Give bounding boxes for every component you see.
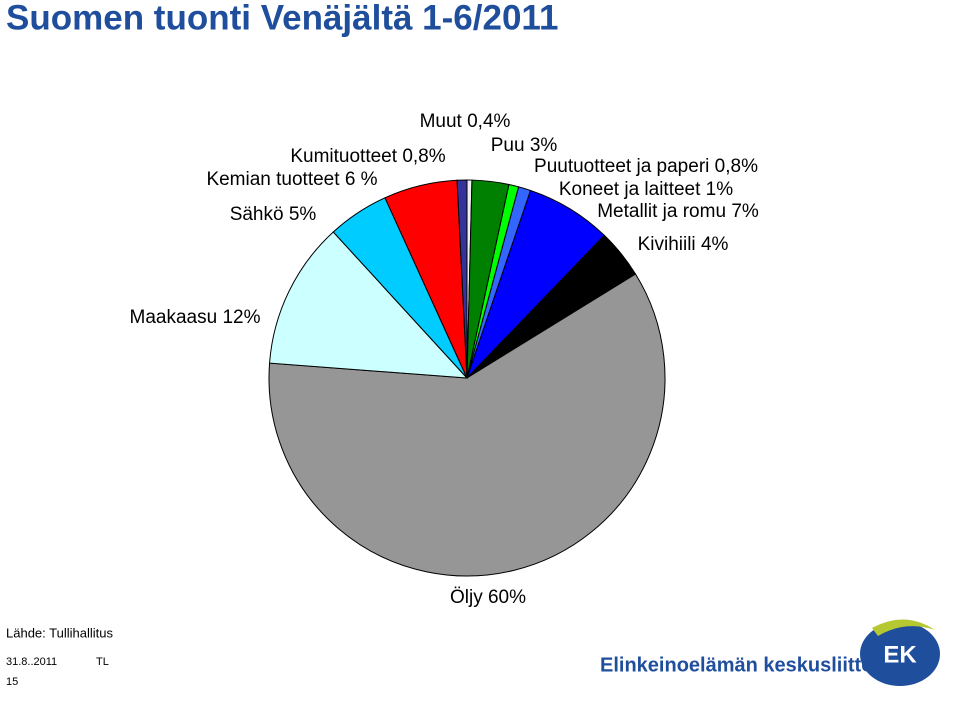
- category-name: Maakaasu: [130, 307, 218, 328]
- category-name: Sähkö: [230, 204, 284, 225]
- slice-label: Maakaasu 12%: [130, 307, 261, 328]
- value-label: 60%: [488, 587, 526, 608]
- value-label: 0,8%: [402, 146, 445, 167]
- slice-label: Puutuotteet ja paperi 0,8%: [534, 156, 758, 177]
- value-label: 1%: [706, 179, 734, 200]
- author: TL: [96, 656, 109, 668]
- value-label: 0,4%: [467, 111, 510, 132]
- category-name: Metallit ja romu: [597, 201, 726, 222]
- value-label: 6 %: [345, 169, 378, 190]
- source: Lähde: Tullihallitus: [6, 625, 113, 640]
- value-label: 0,8%: [715, 156, 758, 177]
- category-name: Muut: [420, 111, 463, 132]
- category-name: Puutuotteet ja paperi: [534, 156, 709, 177]
- slice-label: Kemian tuotteet 6 %: [206, 169, 377, 190]
- date: 31.8..2011: [6, 656, 57, 668]
- pie-slice: [269, 231, 469, 379]
- category-name: Kivihiili: [638, 234, 696, 255]
- pie-slice: [456, 179, 468, 379]
- slice-label: Sähkö 5%: [230, 204, 317, 225]
- value-label: 7%: [731, 201, 759, 222]
- value-label: 5%: [289, 204, 317, 225]
- value-label: 3%: [530, 135, 558, 156]
- slice-label: Koneet ja laitteet 1%: [559, 179, 733, 200]
- slice-label: Öljy 60%: [450, 587, 526, 608]
- pie-slice: [268, 273, 666, 577]
- logo-text: Elinkeinoelämän keskusliitto: [600, 654, 873, 676]
- value-label: 12%: [222, 307, 260, 328]
- category-name: Öljy: [450, 587, 483, 608]
- value-label: 4%: [701, 234, 729, 255]
- slide-title: Suomen tuonti Venäjältä 1-6/2011: [6, 0, 558, 37]
- slice-label: Kivihiili 4%: [638, 234, 729, 255]
- category-name: Kumituotteet: [290, 146, 397, 167]
- slice-label: Muut 0,4%: [420, 111, 511, 132]
- page-number: 15: [6, 676, 18, 688]
- category-name: Kemian tuotteet: [206, 169, 340, 190]
- pie-chart: Muut 0,4% Puu 3%Puutuotteet ja paperi 0,8…: [130, 111, 759, 608]
- logo-swoosh: [872, 619, 935, 636]
- category-name: Koneet ja laitteet: [559, 179, 701, 200]
- slice-label: Puu 3%: [491, 135, 558, 156]
- category-name: Puu: [491, 135, 525, 156]
- logo-mark: EK: [883, 641, 917, 668]
- slice-label: Metallit ja romu 7%: [597, 201, 759, 222]
- slice-label: Kumituotteet 0,8%: [290, 146, 445, 167]
- logo-circle: [860, 622, 940, 686]
